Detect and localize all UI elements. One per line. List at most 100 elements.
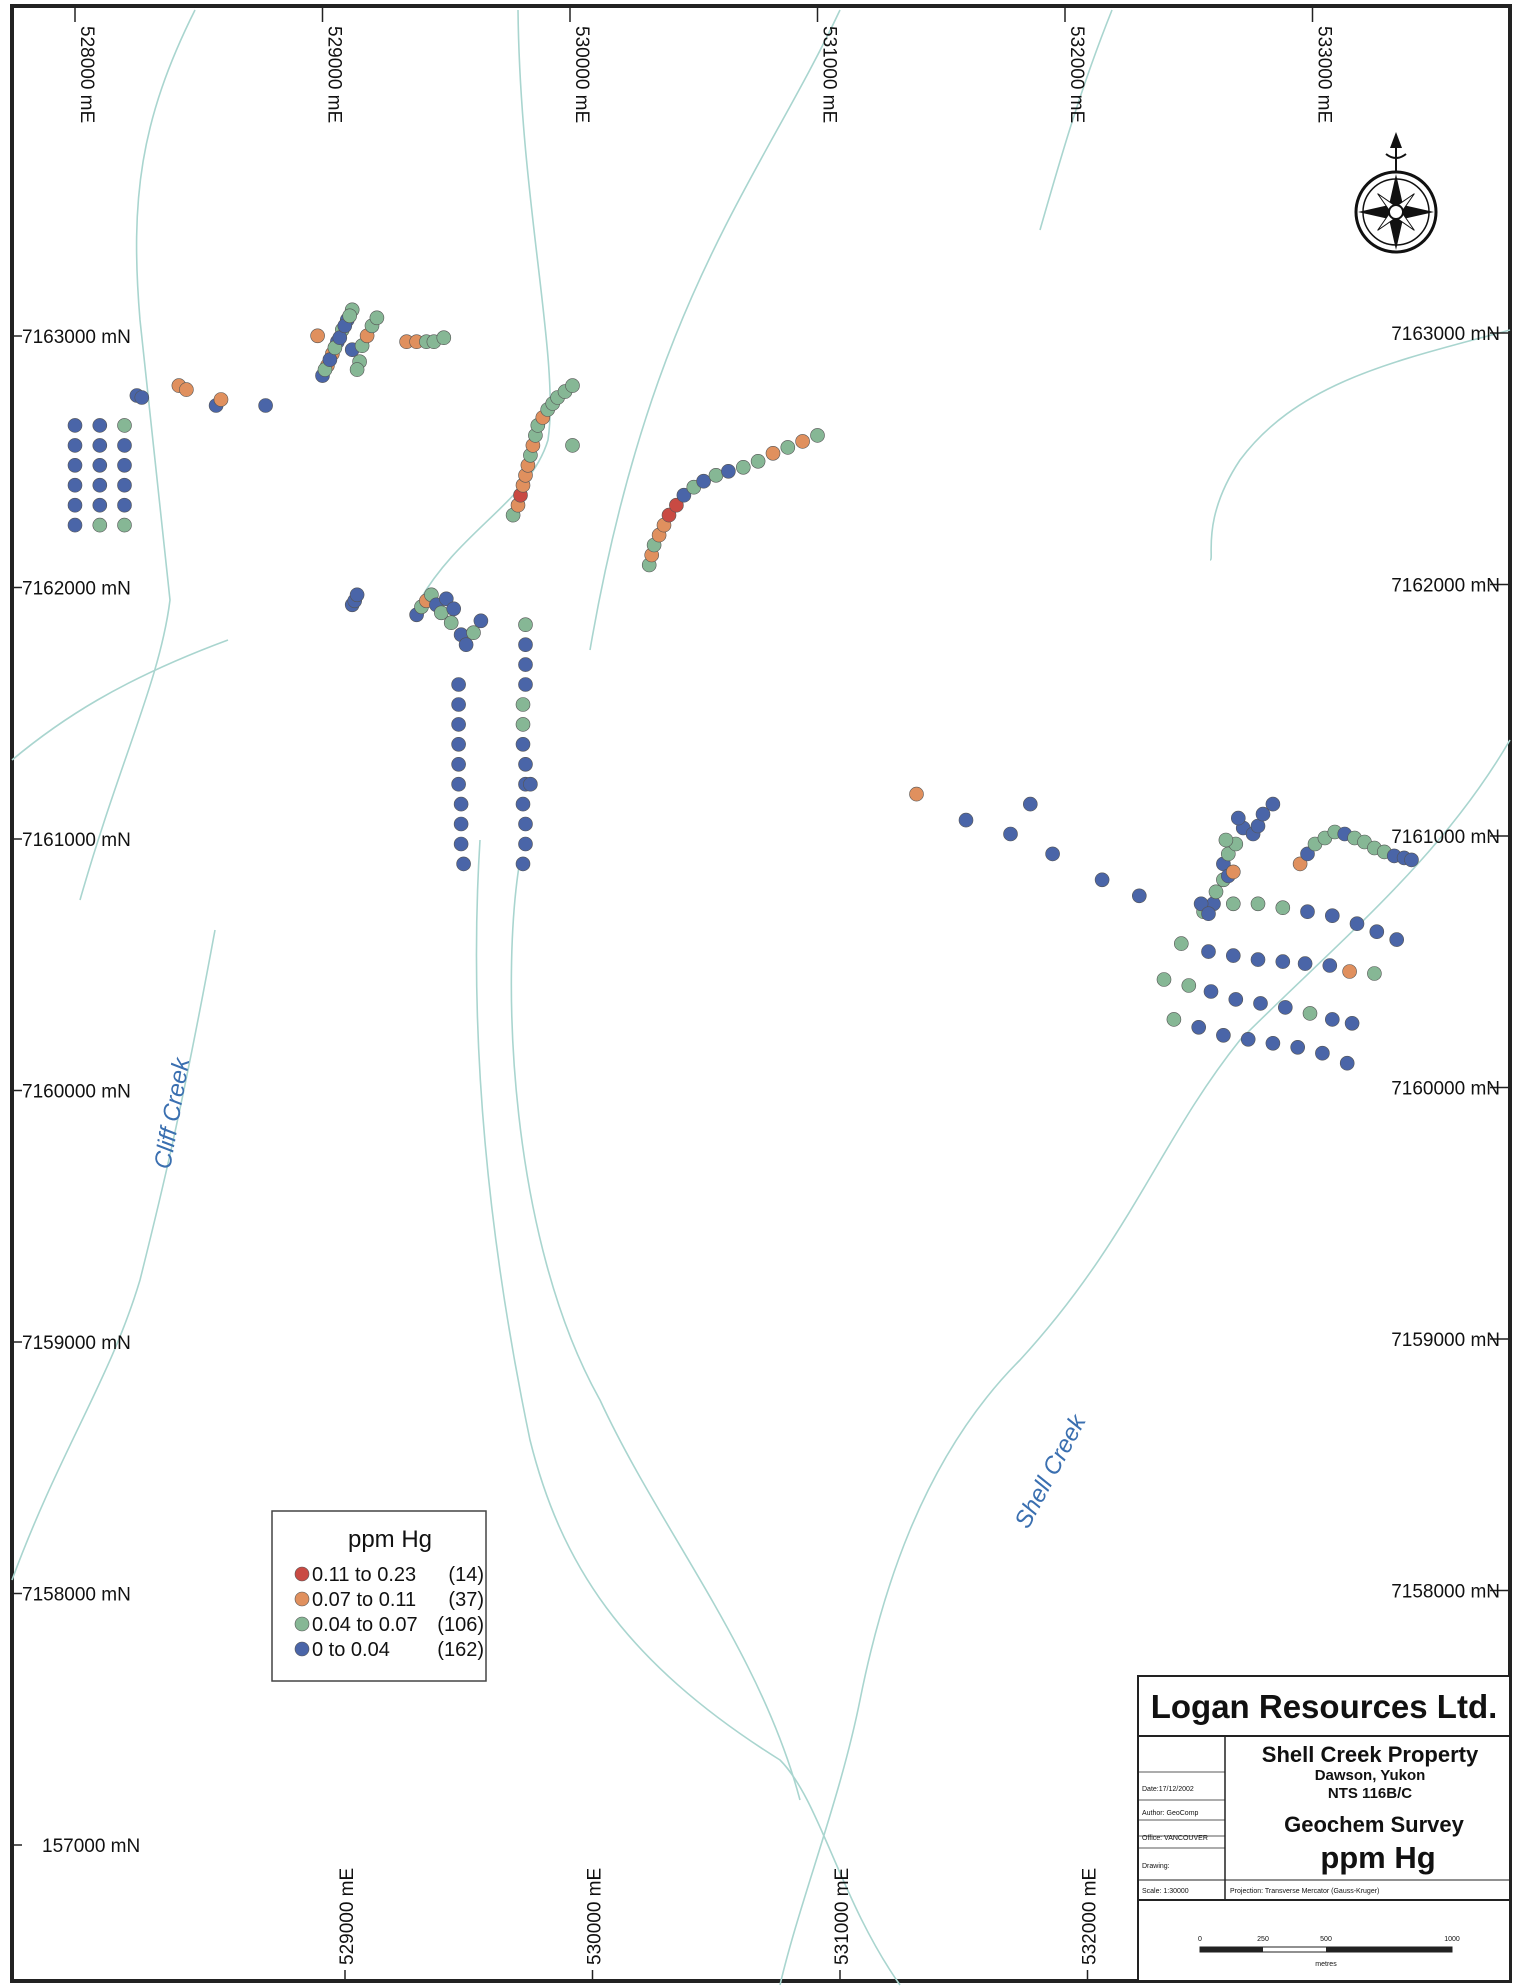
sample-points	[67, 302, 1419, 1071]
sample-point	[1255, 806, 1271, 822]
sample-point	[1275, 900, 1291, 916]
sample-point	[1297, 956, 1313, 971]
sample-point	[1240, 1032, 1256, 1047]
easting-top-label: 533000 mE	[1314, 26, 1335, 123]
nts-sheet: NTS 116B/C	[1328, 1785, 1412, 1802]
sample-point	[443, 615, 459, 631]
sample-point	[810, 428, 825, 443]
sample-point	[1339, 1055, 1355, 1071]
sample-point	[92, 497, 108, 513]
sample-point	[721, 463, 736, 479]
sample-point	[515, 697, 531, 712]
legend-range: 0.07 to 0.11	[312, 1589, 416, 1611]
sample-point	[1300, 904, 1315, 920]
cliff-creek-line	[79, 9, 196, 901]
sample-point	[453, 836, 469, 852]
northing-left-label: 7162000 mN	[22, 579, 131, 600]
northing-left-axis: 7163000 mN 7162000 mN 7161000 mN 7160000 mN…	[12, 327, 140, 1857]
sample-point	[1389, 932, 1404, 947]
sample-point	[258, 398, 273, 413]
sample-point	[1300, 846, 1315, 862]
sample-point	[1228, 992, 1244, 1007]
sample-point	[565, 438, 580, 453]
northing-right-axis: 7163000 mN 7162000 mN 7161000 mN 7160000 mN…	[1391, 324, 1510, 1603]
sample-point	[1201, 944, 1216, 959]
sample-point	[518, 836, 533, 852]
sample-point	[1275, 954, 1291, 969]
sample-point	[1216, 1028, 1231, 1043]
sample-point	[1265, 1036, 1281, 1051]
compass-rose-icon	[1354, 132, 1438, 254]
sample-point	[117, 438, 132, 453]
sample-point	[523, 776, 538, 792]
sample-point	[67, 438, 83, 453]
sample-point	[453, 796, 469, 812]
sample-point	[92, 457, 108, 473]
office-field: Office: VANCOUVER	[1142, 1835, 1208, 1842]
author-field: Author: GeoComp	[1142, 1810, 1199, 1817]
easting-top-label: 530000 mE	[571, 26, 592, 123]
sample-point	[676, 487, 692, 503]
sample-point	[453, 816, 469, 832]
northing-right-label: 7163000 mN	[1391, 324, 1500, 345]
sample-point	[515, 796, 531, 812]
sample-point	[1023, 796, 1038, 812]
sample-point	[1226, 948, 1241, 963]
sample-point	[696, 473, 711, 489]
sample-point	[1325, 1012, 1340, 1027]
northing-right-label: 7161000 mN	[1391, 827, 1500, 848]
legend-count: (14)	[448, 1564, 484, 1586]
sample-point	[1045, 846, 1060, 862]
sample-point	[795, 434, 810, 449]
sample-point	[117, 497, 132, 513]
sample-point	[67, 477, 83, 493]
sample-point	[750, 453, 766, 469]
sample-point	[909, 786, 924, 802]
sample-point	[1322, 958, 1338, 973]
sample-point	[466, 625, 481, 641]
scale-bar: 0 250 500 1000 metres	[1198, 1936, 1460, 1968]
sample-point	[1181, 978, 1197, 993]
sample-point	[117, 517, 132, 533]
sample-point	[515, 856, 531, 872]
scale-bar-label-1000: 1000	[1444, 1936, 1460, 1943]
northing-right-label: 7158000 mN	[1391, 1582, 1500, 1603]
northing-left-label: 7161000 mN	[22, 830, 131, 851]
easting-bottom-label: 532000 mE	[1080, 1868, 1101, 1965]
easting-top-label: 531000 mE	[819, 26, 840, 123]
central-valley-east	[589, 9, 841, 651]
sample-point	[451, 776, 466, 792]
sample-point	[1253, 996, 1268, 1011]
sample-point	[349, 587, 365, 603]
sample-point	[342, 308, 358, 324]
title-block-frame	[1137, 1675, 1511, 1982]
northing-right-label: 7160000 mN	[1391, 1079, 1500, 1100]
shell-creek-main	[779, 739, 1511, 1986]
sample-point	[1132, 888, 1147, 904]
sample-point	[1226, 864, 1241, 880]
scale-bar-label-250: 250	[1257, 1936, 1269, 1943]
northing-left-label: 7158000 mN	[22, 1585, 131, 1606]
sample-point	[92, 418, 108, 433]
sample-point	[1369, 924, 1385, 940]
sample-point	[958, 812, 974, 828]
legend-count: (106)	[437, 1614, 484, 1636]
sample-point	[92, 477, 108, 493]
sample-point	[669, 497, 684, 513]
sample-point	[1201, 906, 1216, 922]
legend-count: (162)	[437, 1639, 484, 1661]
legend-swatch	[294, 1641, 310, 1657]
sample-point	[436, 330, 452, 346]
sample-point	[518, 617, 533, 633]
sample-point	[117, 477, 132, 493]
sample-point	[179, 382, 194, 397]
sample-point	[310, 328, 325, 344]
easting-top-label: 529000 mE	[324, 26, 345, 123]
shell-creek-east	[1209, 329, 1511, 561]
sample-point	[518, 756, 533, 772]
sample-point	[1003, 826, 1018, 842]
sample-point	[515, 736, 531, 752]
sample-point	[1250, 952, 1266, 967]
sample-point	[67, 418, 83, 433]
